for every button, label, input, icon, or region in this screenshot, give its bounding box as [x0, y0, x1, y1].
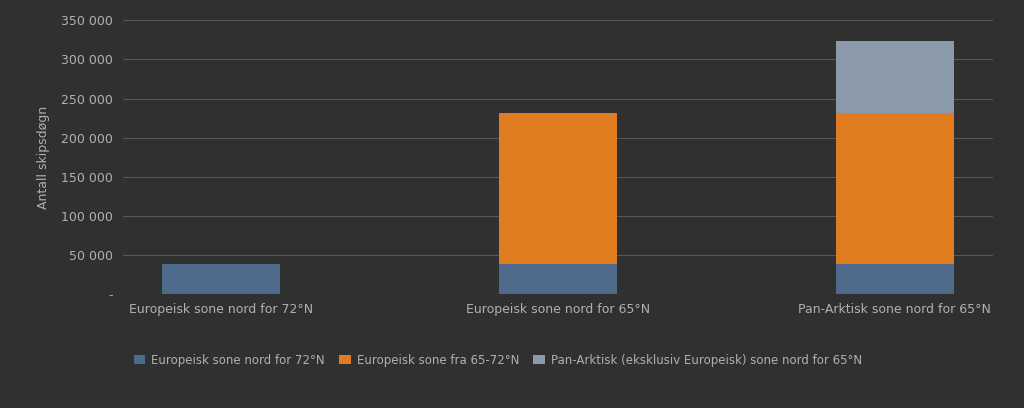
- Bar: [836, 41, 953, 113]
- Legend: Europeisk sone nord for 72°N, Europeisk sone fra 65-72°N, Pan-Arktisk (eksklusiv: Europeisk sone nord for 72°N, Europeisk …: [129, 349, 866, 371]
- Bar: [836, 113, 953, 264]
- Bar: [836, 264, 953, 294]
- Bar: [163, 264, 281, 294]
- Bar: [499, 113, 617, 264]
- Y-axis label: Antall skipsdøgn: Antall skipsdøgn: [37, 106, 50, 208]
- Bar: [499, 264, 617, 294]
